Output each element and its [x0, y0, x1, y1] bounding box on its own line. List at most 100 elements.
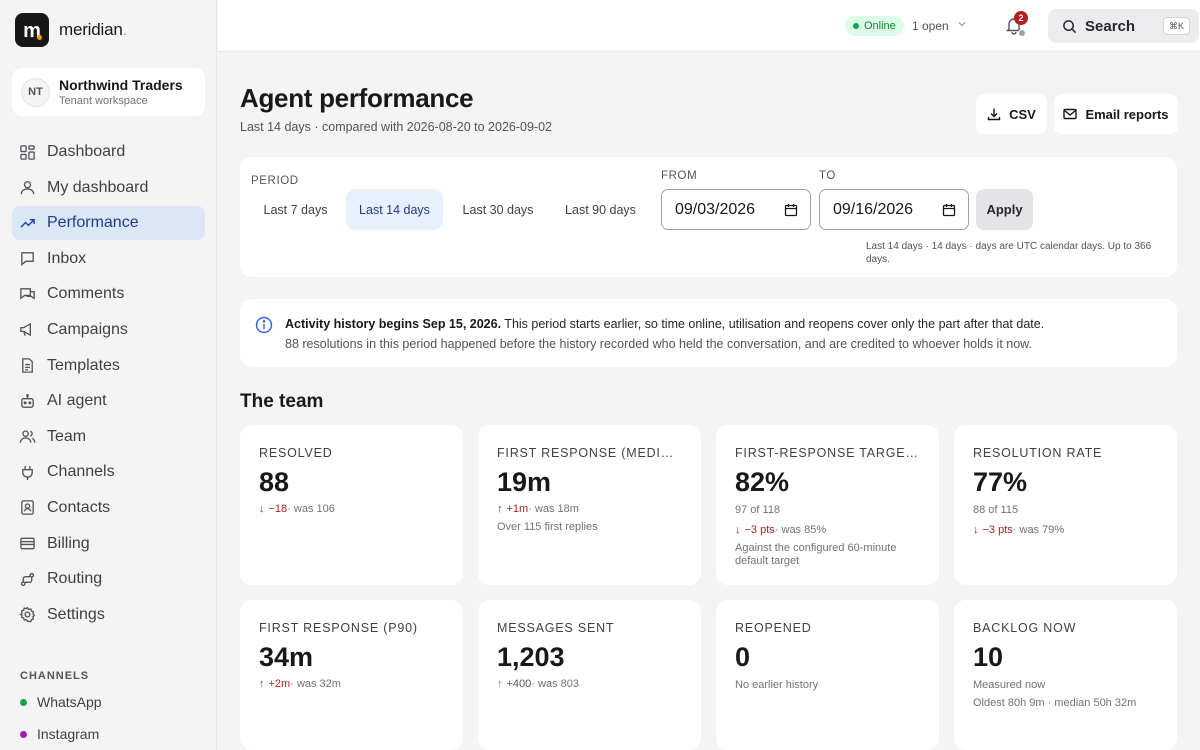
sidebar-item-label: Team [47, 427, 87, 445]
kpi-sub: 88 of 115 [973, 504, 1019, 516]
search-button[interactable]: Search ⌘K [1048, 9, 1199, 43]
kpi-delta-value: +2m [268, 678, 291, 690]
from-date-input[interactable]: 09/03/2026 [661, 189, 811, 230]
kpi-note: Against the configured 60-minute default… [735, 542, 897, 567]
search-icon [1063, 19, 1077, 33]
kpi-value: 19m [497, 467, 552, 497]
kpi-value: 82% [735, 467, 790, 497]
kpi-previous: · was 85% [774, 524, 827, 536]
tenant-subtitle: Tenant workspace [59, 95, 148, 107]
kpi-note: Over 115 first replies [497, 521, 598, 533]
page-subtitle: Last 14 days · compared with 2026-08-20 … [240, 120, 552, 134]
channel-item-whatsapp[interactable]: WhatsApp [20, 694, 102, 710]
sidebar-item-settings[interactable]: Settings [12, 598, 205, 632]
history-notice: Activity history begins Sep 15, 2026. Th… [240, 299, 1177, 367]
trend-up-icon [19, 215, 36, 232]
sidebar-item-routing[interactable]: Routing [12, 562, 205, 596]
email-reports-button[interactable]: Email reports [1054, 94, 1178, 134]
period-label: PERIOD [251, 175, 299, 187]
kpi-previous: · was 79% [1012, 524, 1065, 536]
kpi-label: BACKLOG NOW [973, 621, 1077, 635]
export-csv-button[interactable]: CSV [976, 94, 1047, 134]
kpi-previous: · was 18m [528, 503, 579, 515]
kpi-label: FIRST RESPONSE (MEDIAN) [497, 446, 682, 460]
channel-status-dot [20, 730, 27, 738]
sidebar-item-inbox[interactable]: Inbox [12, 242, 205, 276]
tenant-name: Northwind Traders [59, 77, 183, 93]
kpi-card-messages-sent: MESSAGES SENT 1,203 ↑ +400 · was 803 [478, 600, 701, 750]
status-badge[interactable]: Online [845, 16, 904, 36]
kpi-delta: ↑ +1m · was 18m [497, 503, 579, 515]
sidebar-item-billing[interactable]: Billing [12, 527, 205, 561]
filter-card: PERIOD Last 7 days Last 14 days Last 30 … [240, 157, 1177, 277]
brand-name-text: meridian [59, 20, 123, 39]
arrow-up-icon: ↑ [497, 678, 503, 690]
period-button-90d[interactable]: Last 90 days [565, 202, 636, 217]
user-icon [19, 179, 36, 196]
sidebar-item-campaigns[interactable]: Campaigns [12, 313, 205, 347]
kpi-card-resolution-rate: RESOLUTION RATE 77% 88 of 115 ↓ −3 pts ·… [954, 425, 1177, 585]
sidebar-nav: Dashboard My dashboard Performance Inbox… [12, 135, 205, 633]
kpi-value: 0 [735, 642, 751, 672]
sidebar-item-label: My dashboard [47, 178, 149, 196]
sidebar-item-my-dashboard[interactable]: My dashboard [12, 171, 205, 205]
period-button-7d[interactable]: Last 7 days [263, 202, 328, 217]
kpi-label: MESSAGES SENT [497, 621, 615, 635]
open-count[interactable]: 1 open [912, 19, 949, 33]
to-date-input[interactable]: 09/16/2026 [819, 189, 969, 230]
document-icon [19, 357, 36, 374]
kpi-note: Measured now [973, 679, 1046, 691]
kpi-previous: · was 803 [531, 678, 579, 690]
users-icon [19, 428, 36, 445]
sidebar-item-label: Dashboard [47, 143, 126, 160]
notice-bold: Activity history begins Sep 15, 2026. [285, 317, 502, 331]
presence-dot [1018, 29, 1026, 37]
channels-heading: CHANNELS [20, 670, 90, 682]
tenant-avatar: NT [21, 77, 50, 107]
sidebar-item-label: Routing [47, 570, 103, 588]
routing-icon [19, 571, 36, 588]
sidebar-item-label: Performance [47, 214, 139, 232]
kpi-card-first-response-p90: FIRST RESPONSE (P90) 34m ↑ +2m · was 32m [240, 600, 463, 750]
apply-button[interactable]: Apply [976, 189, 1033, 230]
kpi-delta-value: −3 pts [744, 524, 775, 536]
kpi-note-secondary: Oldest 80h 9m · median 50h 32m [973, 697, 1137, 709]
sidebar-item-label: Campaigns [47, 320, 128, 338]
kpi-delta-value: +1m [506, 503, 529, 515]
kpi-delta-value: −18 [268, 503, 288, 515]
kpi-delta: ↓ −3 pts · was 79% [973, 524, 1064, 536]
period-note: Last 14 days · 14 days · days are UTC ca… [866, 241, 1152, 265]
period-button-30d[interactable]: Last 30 days [462, 202, 534, 217]
sidebar-item-templates[interactable]: Templates [12, 349, 205, 383]
sidebar-item-contacts[interactable]: Contacts [12, 491, 205, 525]
sidebar-item-team[interactable]: Team [12, 420, 205, 454]
sidebar-item-label: Comments [47, 285, 125, 303]
kpi-sub: 97 of 118 [735, 504, 781, 516]
sidebar-item-label: Inbox [47, 249, 87, 267]
brand-name: meridian. [59, 20, 128, 39]
kpi-card-resolved: RESOLVED 88 ↓ −18 · was 106 [240, 425, 463, 585]
sidebar-item-channels[interactable]: Channels [12, 455, 205, 489]
chevron-down-icon[interactable] [956, 17, 968, 35]
tenant-switcher[interactable]: NT Northwind Traders Tenant workspace [12, 68, 205, 116]
kpi-delta-value: −3 pts [982, 524, 1013, 536]
csv-label: CSV [1009, 106, 1036, 122]
kpi-previous: · was 106 [287, 503, 335, 515]
notice-line-2: 88 resolutions in this period happened b… [285, 337, 1032, 351]
topbar: Online 1 open 2 Search ⌘K [218, 0, 1200, 52]
kpi-delta: ↑ +2m · was 32m [259, 678, 341, 690]
sidebar-item-label: Channels [47, 463, 115, 481]
email-reports-label: Email reports [1085, 106, 1169, 122]
calendar-icon[interactable] [784, 203, 798, 217]
period-button-14d[interactable]: Last 14 days [346, 189, 443, 230]
from-date-value: 09/03/2026 [675, 200, 756, 218]
sidebar-item-dashboard[interactable]: Dashboard [12, 135, 205, 169]
channel-status-dot [20, 698, 27, 706]
sidebar-item-ai-agent[interactable]: AI agent [12, 384, 205, 418]
sidebar-item-comments[interactable]: Comments [12, 277, 205, 311]
brand[interactable]: m meridian. [15, 13, 127, 47]
arrow-down-icon: ↓ [973, 524, 979, 536]
channel-item-instagram[interactable]: Instagram [20, 726, 99, 742]
calendar-icon[interactable] [942, 203, 956, 217]
sidebar-item-performance[interactable]: Performance [12, 206, 205, 241]
